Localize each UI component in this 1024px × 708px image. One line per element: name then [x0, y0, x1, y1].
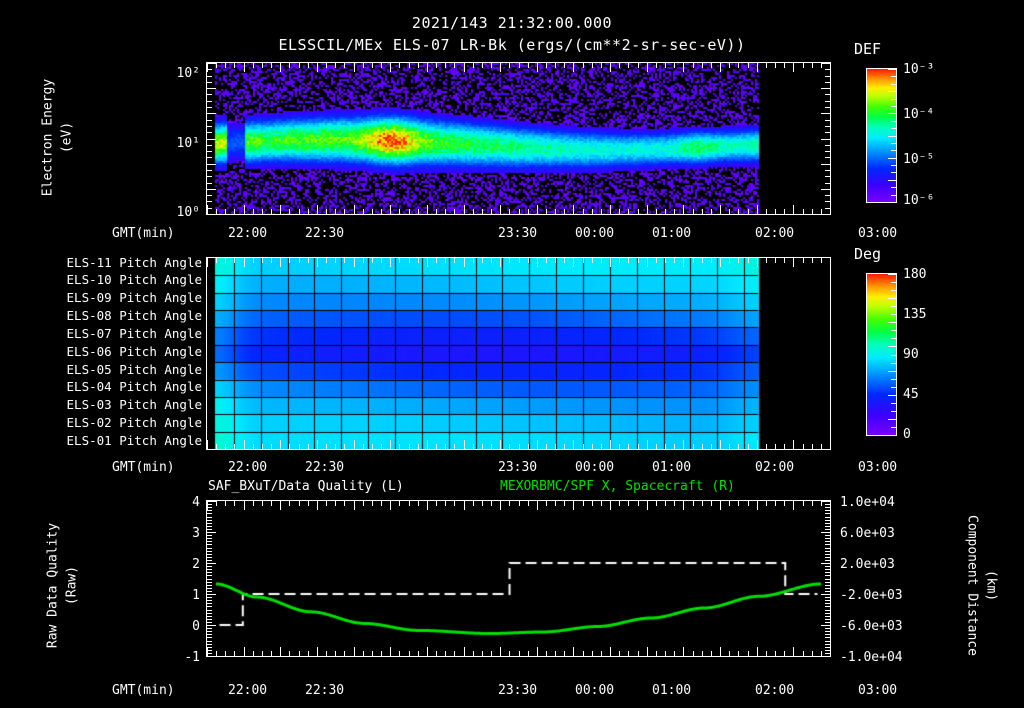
line-plot-xtick-0000: 00:00: [575, 683, 615, 698]
deg-colorbar-label-45: 45: [903, 387, 919, 402]
spectrogram-xtick-0200: 02:00: [755, 226, 795, 241]
pitch-xtick-0200: 02:00: [755, 460, 795, 475]
pitch-row-label-els09: ELS-09 Pitch Angle: [66, 290, 202, 305]
line-plot-ylabel-left-line2: (Raw): [64, 565, 80, 606]
line-plot-ytick-right-neg6e3: -6.0e+03: [840, 619, 903, 634]
spectrogram-ylabel: Electron Energy: [41, 43, 56, 233]
panel3-legend-left: SAF_BXuT/Data Quality (L): [208, 479, 404, 494]
line-plot-ytick-left-4: 4: [192, 495, 200, 510]
pitch-row-label-els02: ELS-02 Pitch Angle: [66, 415, 202, 430]
panel3-legend-right: MEXORBMC/SPF X, Spacecraft (R): [500, 479, 735, 494]
pitch-xtick-2230: 22:30: [305, 460, 345, 475]
line-plot-xtick-2200: 22:00: [228, 683, 268, 698]
spectrogram-ylabel-line1: Electron Energy: [40, 78, 56, 197]
pitch-row-label-els10: ELS-10 Pitch Angle: [66, 272, 202, 287]
line-plot-xtick-2230: 22:30: [305, 683, 345, 698]
spectrogram-xtick-2230: 22:30: [305, 226, 345, 241]
line-plot-ytick-right-neg2e3: -2.0e+03: [840, 588, 903, 603]
pitch-row-label-els05: ELS-05 Pitch Angle: [66, 362, 202, 377]
pitch-angle-canvas: [207, 258, 830, 449]
spectrogram-panel: [206, 62, 831, 215]
line-plot-xtick-0200: 02:00: [755, 683, 795, 698]
spectrogram-ylabel-line2: (eV): [59, 121, 75, 154]
spectrogram-ylabel-units: (eV): [60, 43, 75, 233]
line-plot-panel: [206, 500, 831, 657]
deg-colorbar-label-90: 90: [903, 347, 919, 362]
line-plot-ylabel-left-units: (Raw): [65, 486, 80, 686]
spectrogram-canvas: [207, 63, 830, 214]
def-colorbar-ticks: [866, 68, 897, 203]
line-plot-xlabel: GMT(min): [112, 683, 175, 698]
line-plot-ytick-left-0: 0: [192, 619, 200, 634]
page-title-line2: ELSSCIL/MEx ELS-07 LR-Bk (ergs/(cm**2-sr…: [278, 36, 746, 54]
spectrogram-ytick-1: 10¹: [176, 136, 200, 151]
pitch-row-label-els08: ELS-08 Pitch Angle: [66, 308, 202, 323]
line-plot-ylabel-left: Raw Data Quality: [46, 486, 61, 686]
pitch-xtick-2200: 22:00: [228, 460, 268, 475]
deg-colorbar-label-135: 135: [903, 307, 927, 322]
pitch-row-label-els03: ELS-03 Pitch Angle: [66, 397, 202, 412]
def-colorbar-title: DEF: [854, 40, 882, 58]
pitch-angle-panel: [206, 257, 831, 450]
line-plot-ylabel-right-line1: Component Distance: [964, 515, 980, 656]
line-plot-ylabel-left-line1: Raw Data Quality: [45, 522, 61, 649]
pitch-row-label-els04: ELS-04 Pitch Angle: [66, 379, 202, 394]
pitch-xtick-0300: 03:00: [858, 460, 898, 475]
spectrogram-ytick-2: 10²: [176, 66, 200, 81]
line-plot-ylabel-right-units: (km): [984, 486, 999, 686]
line-plot-canvas: [207, 501, 830, 656]
def-colorbar-label-4: 10⁻⁴: [903, 107, 935, 122]
line-plot-xtick-0300: 03:00: [858, 683, 898, 698]
page-title-line1: 2021/143 21:32:00.000: [411, 14, 613, 32]
spectrogram-xtick-0100: 01:00: [652, 226, 692, 241]
line-plot-ytick-right-1e4: 1.0e+04: [840, 495, 895, 510]
deg-colorbar-label-0: 0: [903, 427, 911, 442]
pitch-xtick-2330: 23:30: [498, 460, 538, 475]
line-plot-ytick-left-1: 1: [192, 588, 200, 603]
pitch-row-label-els11: ELS-11 Pitch Angle: [66, 255, 202, 270]
line-plot-ylabel-right: Component Distance: [965, 486, 980, 686]
pitch-row-label-els07: ELS-07 Pitch Angle: [66, 326, 202, 341]
pitch-row-label-els06: ELS-06 Pitch Angle: [66, 344, 202, 359]
line-plot-ytick-left-neg1: -1: [184, 650, 200, 665]
spectrogram-xtick-2200: 22:00: [228, 226, 268, 241]
spectrogram-xlabel: GMT(min): [112, 226, 175, 241]
def-colorbar-label-6: 10⁻⁶: [903, 193, 935, 208]
line-plot-ytick-left-2: 2: [192, 557, 200, 572]
deg-colorbar-ticks: [866, 273, 897, 436]
line-plot-ytick-left-3: 3: [192, 526, 200, 541]
pitch-xtick-0000: 00:00: [575, 460, 615, 475]
spectrogram-xtick-2330: 23:30: [498, 226, 538, 241]
spectrogram-xtick-0300: 03:00: [858, 226, 898, 241]
pitch-row-label-els01: ELS-01 Pitch Angle: [66, 433, 202, 448]
spectrogram-xtick-0000: 00:00: [575, 226, 615, 241]
deg-colorbar-title: Deg: [854, 245, 882, 263]
line-plot-xtick-2330: 23:30: [498, 683, 538, 698]
line-plot-ytick-right-6e3: 6.0e+03: [840, 526, 895, 541]
line-plot-ytick-right-2e3: 2.0e+03: [840, 557, 895, 572]
pitch-xlabel: GMT(min): [112, 460, 175, 475]
def-colorbar-label-5: 10⁻⁵: [903, 152, 935, 167]
deg-colorbar-label-180: 180: [903, 267, 927, 282]
line-plot-ytick-right-neg1e4: -1.0e+04: [840, 650, 903, 665]
line-plot-xtick-0100: 01:00: [652, 683, 692, 698]
line-plot-ylabel-right-line2: (km): [983, 569, 999, 602]
pitch-xtick-0100: 01:00: [652, 460, 692, 475]
def-colorbar-label-3: 10⁻³: [903, 62, 935, 77]
spectrogram-ytick-0: 10⁰: [176, 205, 200, 220]
deg-colorbar-gradient: [867, 274, 896, 435]
deg-colorbar: [866, 273, 897, 436]
